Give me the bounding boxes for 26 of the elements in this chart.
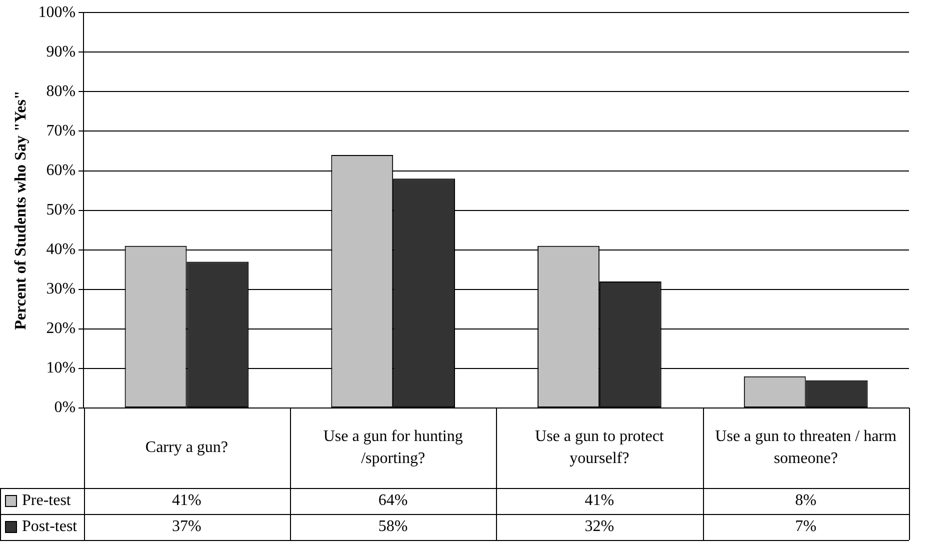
data-label: 41% xyxy=(584,492,614,510)
y-tick-label: 30% xyxy=(46,280,76,298)
data-label: 8% xyxy=(795,492,816,510)
y-tick-label: 60% xyxy=(46,162,76,179)
y-axis-title: Percent of Students who Say "Yes" xyxy=(12,90,30,330)
data-label: 41% xyxy=(172,492,202,510)
x-tick-label: Use a gun to protect yourself? xyxy=(535,428,664,468)
y-tick-label: 90% xyxy=(46,43,76,60)
y-tick-label: 100% xyxy=(38,4,76,21)
x-tick-label: Carry a gun? xyxy=(145,439,228,456)
y-tick-label: 40% xyxy=(46,241,76,258)
data-label: 58% xyxy=(378,518,408,536)
legend-label: Pre-test xyxy=(22,492,72,510)
legend-label: Post-test xyxy=(22,518,78,536)
data-label: 64% xyxy=(378,492,408,510)
x-tick-label: Use a gun for hunting /sporting? xyxy=(323,428,463,468)
y-tick-label: 10% xyxy=(46,360,76,377)
y-tick-label: 20% xyxy=(46,320,76,338)
x-tick-label: Use a gun to threaten / harm someone? xyxy=(715,428,898,468)
data-label: 7% xyxy=(795,518,816,536)
data-label: 37% xyxy=(172,518,202,536)
data-label: 32% xyxy=(584,518,614,536)
y-tick-label: 70% xyxy=(46,122,76,140)
y-tick-label: 0% xyxy=(54,399,76,416)
y-tick-label: 80% xyxy=(46,82,76,100)
y-tick-label: 50% xyxy=(46,202,76,219)
